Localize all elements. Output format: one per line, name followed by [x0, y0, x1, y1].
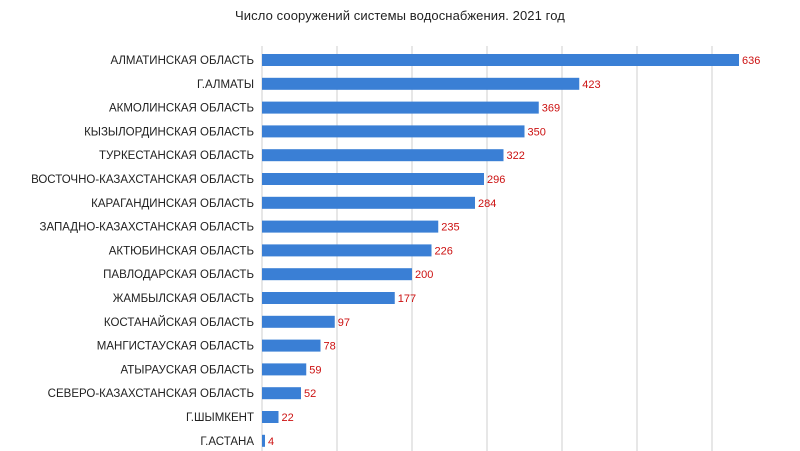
- category-label: ТУРКЕСТАНСКАЯ ОБЛАСТЬ: [99, 150, 254, 162]
- chart-title: Число сооружений системы водоснабжения. …: [235, 8, 565, 23]
- category-label: Г.АСТАНА: [200, 436, 254, 448]
- bar: [262, 292, 395, 304]
- bar: [262, 268, 412, 281]
- value-label: 97: [338, 317, 350, 329]
- bar: [262, 363, 307, 376]
- value-label: 78: [324, 341, 336, 353]
- bar: [262, 315, 335, 328]
- bar: [262, 387, 301, 400]
- bar: [262, 149, 504, 162]
- value-label: 226: [435, 245, 453, 257]
- value-label: 284: [478, 198, 496, 210]
- bar: [262, 196, 475, 209]
- value-label: 59: [309, 364, 321, 376]
- value-label: 350: [528, 126, 546, 138]
- category-label: ЗАПАДНО-КАЗАХСТАНСКАЯ ОБЛАСТЬ: [40, 222, 255, 234]
- bar: [262, 220, 439, 233]
- category-label: КОСТАНАЙСКАЯ ОБЛАСТЬ: [104, 316, 254, 329]
- category-label: АКТЮБИНСКАЯ ОБЛАСТЬ: [109, 245, 254, 257]
- category-label: ВОСТОЧНО-КАЗАХСТАНСКАЯ ОБЛАСТЬ: [31, 174, 254, 186]
- bar: [262, 125, 525, 138]
- bar: [262, 339, 321, 352]
- category-label: АЛМАТИНСКАЯ ОБЛАСТЬ: [110, 55, 254, 67]
- bar: [262, 173, 484, 185]
- category-label: АКМОЛИНСКАЯ ОБЛАСТЬ: [109, 103, 254, 115]
- category-label: КАРАГАНДИНСКАЯ ОБЛАСТЬ: [91, 198, 254, 210]
- category-label: Г.ШЫМКЕНТ: [186, 412, 254, 424]
- bar: [262, 101, 539, 114]
- category-label: КЫЗЫЛОРДИНСКАЯ ОБЛАСТЬ: [84, 126, 254, 138]
- value-label: 369: [542, 103, 560, 115]
- bar: [262, 244, 432, 257]
- value-label: 200: [415, 269, 433, 281]
- value-label: 423: [582, 79, 600, 91]
- value-label: 4: [268, 436, 274, 448]
- value-label: 296: [487, 174, 505, 186]
- category-label: СЕВЕРО-КАЗАХСТАНСКАЯ ОБЛАСТЬ: [48, 388, 254, 400]
- value-label: 636: [742, 55, 760, 67]
- bar: [262, 54, 739, 66]
- category-label: МАНГИСТАУСКАЯ ОБЛАСТЬ: [97, 341, 254, 353]
- value-label: 52: [304, 388, 316, 400]
- bar: [262, 77, 580, 90]
- bar: [262, 411, 279, 423]
- category-label: ЖАМБЫЛСКАЯ ОБЛАСТЬ: [113, 293, 254, 305]
- bar: [262, 434, 265, 447]
- category-label: АТЫРАУСКАЯ ОБЛАСТЬ: [121, 364, 254, 376]
- value-label: 322: [507, 150, 525, 162]
- value-label: 177: [398, 293, 416, 305]
- category-label: ПАВЛОДАРСКАЯ ОБЛАСТЬ: [103, 269, 254, 281]
- value-label: 22: [282, 412, 294, 424]
- value-label: 235: [441, 222, 459, 234]
- category-label: Г.АЛМАТЫ: [197, 79, 254, 91]
